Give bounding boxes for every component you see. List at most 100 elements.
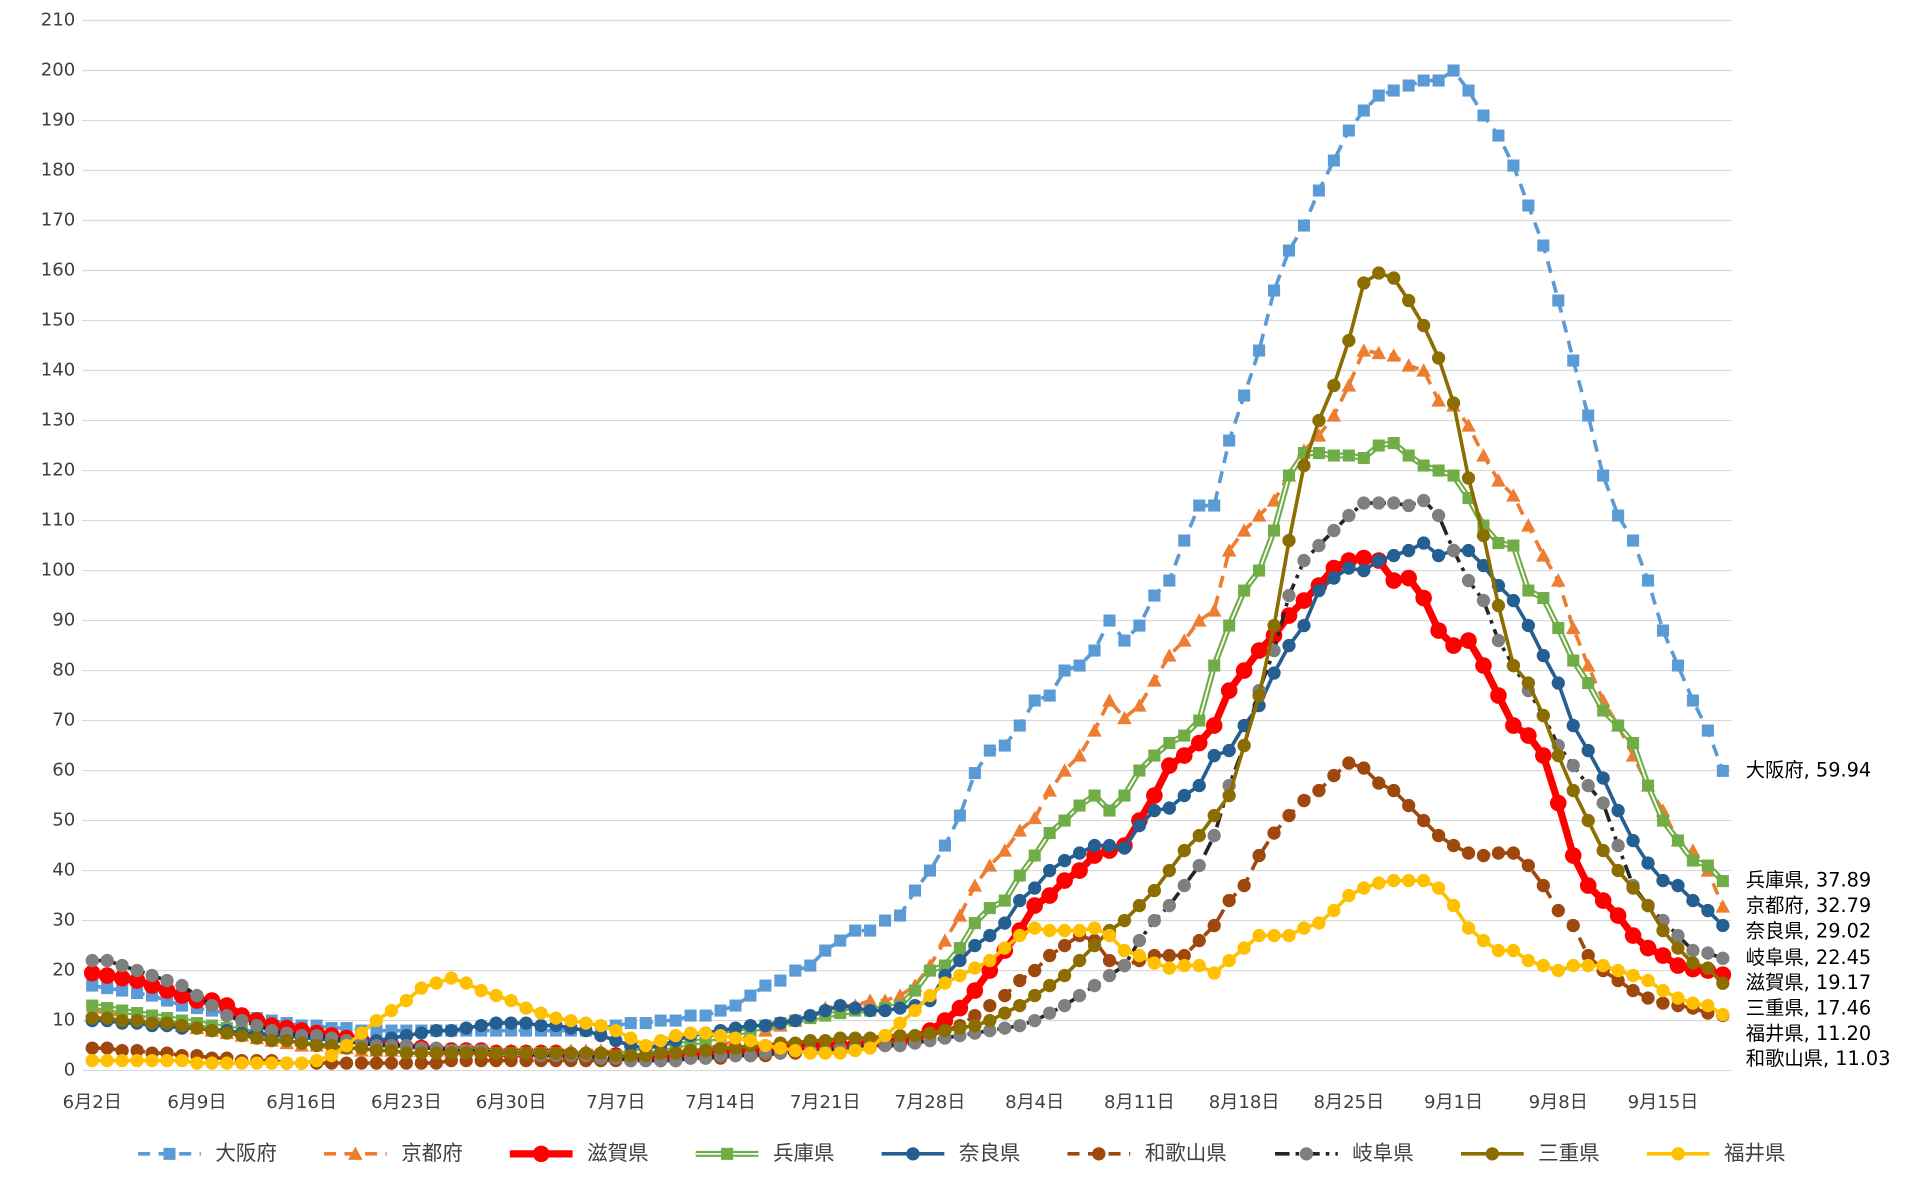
marker (1476, 933, 1491, 948)
marker (683, 1043, 698, 1058)
marker (1162, 648, 1177, 662)
marker (1220, 682, 1238, 699)
marker (968, 1008, 982, 1023)
marker (833, 1031, 847, 1045)
marker (983, 1023, 997, 1038)
marker (983, 1013, 997, 1028)
marker (1117, 958, 1132, 973)
marker (1295, 592, 1313, 609)
marker (1357, 104, 1370, 117)
marker (1611, 863, 1625, 878)
marker (1147, 913, 1162, 928)
x-tick-label: 8月18日 (1209, 1092, 1280, 1113)
marker (145, 1053, 159, 1068)
marker (145, 968, 159, 983)
marker (1252, 848, 1266, 863)
marker (1579, 877, 1597, 894)
marker (175, 978, 189, 993)
marker (1491, 473, 1506, 487)
marker (1297, 553, 1311, 568)
end-label: 岐阜県, 22.45 (1746, 946, 1871, 969)
marker (1477, 109, 1490, 122)
marker (1566, 718, 1580, 733)
marker (1327, 154, 1340, 167)
marker (1043, 948, 1057, 963)
marker (758, 1018, 773, 1033)
marker (1461, 471, 1476, 485)
marker (414, 1056, 428, 1070)
marker (160, 973, 174, 988)
marker (758, 1038, 773, 1053)
marker (1282, 244, 1296, 257)
marker (998, 739, 1011, 752)
marker (115, 958, 129, 973)
marker (1238, 389, 1251, 402)
marker (534, 1046, 548, 1060)
legend-item: 滋賀県 (509, 1141, 649, 1165)
marker (131, 987, 144, 1000)
x-tick-label: 8月11日 (1104, 1092, 1175, 1113)
marker (1207, 966, 1221, 980)
marker (1162, 948, 1176, 963)
marker (145, 1016, 159, 1030)
marker (1355, 549, 1373, 567)
marker (1372, 553, 1386, 568)
marker (1611, 963, 1625, 978)
marker (1238, 584, 1251, 597)
marker (1506, 658, 1521, 673)
marker (998, 1021, 1012, 1035)
marker (1701, 903, 1715, 918)
marker (1686, 943, 1700, 958)
marker (1536, 878, 1550, 893)
marker (1624, 927, 1642, 944)
marker (863, 1003, 877, 1018)
marker (1596, 958, 1610, 973)
marker (698, 1043, 713, 1058)
marker (265, 1056, 279, 1070)
marker (1507, 159, 1520, 172)
marker (474, 1046, 488, 1060)
marker (1282, 928, 1296, 943)
marker (1028, 694, 1041, 707)
marker (998, 916, 1012, 930)
marker (1162, 863, 1176, 878)
marker (983, 998, 997, 1013)
marker (937, 933, 953, 947)
legend-label: 和歌山県 (1145, 1141, 1227, 1165)
marker (1043, 689, 1056, 702)
marker (1580, 658, 1596, 672)
legend-item: 奈良県 (881, 1141, 1020, 1165)
marker (429, 1056, 443, 1070)
marker (1132, 948, 1147, 963)
marker (669, 1028, 683, 1043)
marker (414, 981, 428, 995)
marker (175, 1018, 189, 1033)
marker (1581, 813, 1595, 828)
marker (116, 984, 129, 997)
marker (1520, 727, 1537, 744)
marker (1535, 747, 1552, 764)
marker (414, 1046, 428, 1060)
marker (1447, 64, 1460, 77)
marker (1282, 638, 1296, 653)
marker (1417, 813, 1431, 828)
end-label: 兵庫県, 37.89 (1746, 869, 1871, 892)
marker (1297, 219, 1310, 232)
marker (1192, 958, 1206, 973)
marker (1521, 858, 1535, 873)
line (91, 348, 1725, 1055)
marker (429, 976, 443, 990)
marker (1582, 409, 1595, 422)
marker (1297, 921, 1311, 935)
marker (1446, 838, 1461, 853)
marker (1446, 543, 1461, 558)
legend-marker (1299, 1147, 1314, 1161)
marker (952, 908, 968, 922)
x-tick-label: 6月16日 (266, 1092, 337, 1113)
marker (1372, 439, 1385, 452)
marker (1268, 524, 1281, 537)
marker (205, 1023, 219, 1038)
y-tick-label: 10 (52, 1010, 75, 1031)
marker (1236, 523, 1252, 537)
marker (384, 1056, 399, 1070)
